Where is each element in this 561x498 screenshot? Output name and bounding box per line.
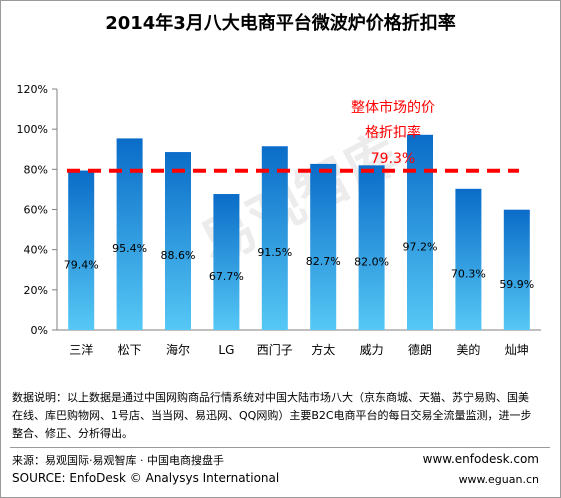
data-note-line-1: 数据说明：以上数据是通过中国网购商品行情系统对中国大陆市场八大（京东商城、天猫、…: [12, 391, 529, 404]
bar-value-label: 97.2%: [403, 240, 438, 253]
y-tick-label: 20%: [24, 284, 48, 297]
bar-value-label: 59.9%: [499, 278, 534, 291]
y-tick-label: 40%: [24, 244, 48, 257]
bar-value-label: 79.4%: [64, 258, 99, 271]
source-en: SOURCE: EnfoDesk © Analysys Internationa…: [12, 471, 280, 485]
x-tick-label: 海尔: [166, 342, 190, 357]
bar: [455, 188, 482, 330]
bar: [310, 163, 337, 330]
bar-value-label: 67.7%: [209, 270, 244, 283]
bar-value-label: 95.4%: [112, 242, 147, 255]
bar: [503, 209, 530, 330]
y-tick-label: 100%: [17, 123, 48, 136]
bar: [165, 152, 191, 330]
reference-label-line-2: 格折扣率: [365, 124, 421, 141]
site-enfodesk[interactable]: www.enfodesk.com: [422, 452, 539, 466]
y-tick-label: 0%: [31, 324, 48, 337]
x-tick-label: LG: [218, 343, 234, 357]
x-tick-label: 德朗: [408, 342, 432, 357]
chart-title: 2014年3月八大电商平台微波炉价格折扣率: [105, 13, 456, 34]
bar-value-label: 91.5%: [257, 246, 292, 259]
x-tick-label: 西门子: [257, 342, 293, 357]
x-tick-label: 灿坤: [505, 342, 529, 357]
x-tick-label: 美的: [456, 342, 480, 357]
bar: [407, 134, 433, 330]
bar: [213, 194, 240, 330]
reference-label-line-1: 整体市场的价: [351, 99, 435, 116]
bar-value-label: 82.0%: [354, 256, 389, 269]
y-tick-label: 80%: [24, 163, 48, 176]
reference-label-value: 79.3%: [371, 151, 415, 167]
y-tick-label: 120%: [17, 83, 48, 96]
plot-area: 易观智库0%20%40%60%80%100%120%79.4%三洋95.4%松下…: [17, 83, 541, 357]
footer-divider: [10, 447, 550, 448]
site-eguan[interactable]: www.eguan.cn: [458, 473, 539, 486]
bar-value-label: 70.3%: [451, 267, 486, 280]
bar: [358, 165, 385, 330]
x-tick-label: 方太: [311, 342, 335, 357]
bar: [68, 170, 95, 330]
source-cn: 来源：易观国际·易观智库 · 中国电商搜盘手: [12, 454, 224, 467]
bar-value-label: 82.7%: [306, 255, 341, 268]
bar: [261, 146, 288, 330]
data-note-line-3: 整合、修正、分析得出。: [12, 427, 133, 440]
y-tick-label: 60%: [24, 204, 48, 217]
bar: [116, 138, 143, 330]
x-tick-label: 威力: [360, 343, 384, 357]
bar-value-label: 88.6%: [161, 249, 196, 262]
x-tick-label: 松下: [118, 343, 142, 357]
x-tick-label: 三洋: [69, 342, 93, 357]
data-note-line-2: 在线、库巴购物网、1号店、当当网、易迅网、QQ网购）主要B2C电商平台的每日交易…: [12, 409, 532, 422]
